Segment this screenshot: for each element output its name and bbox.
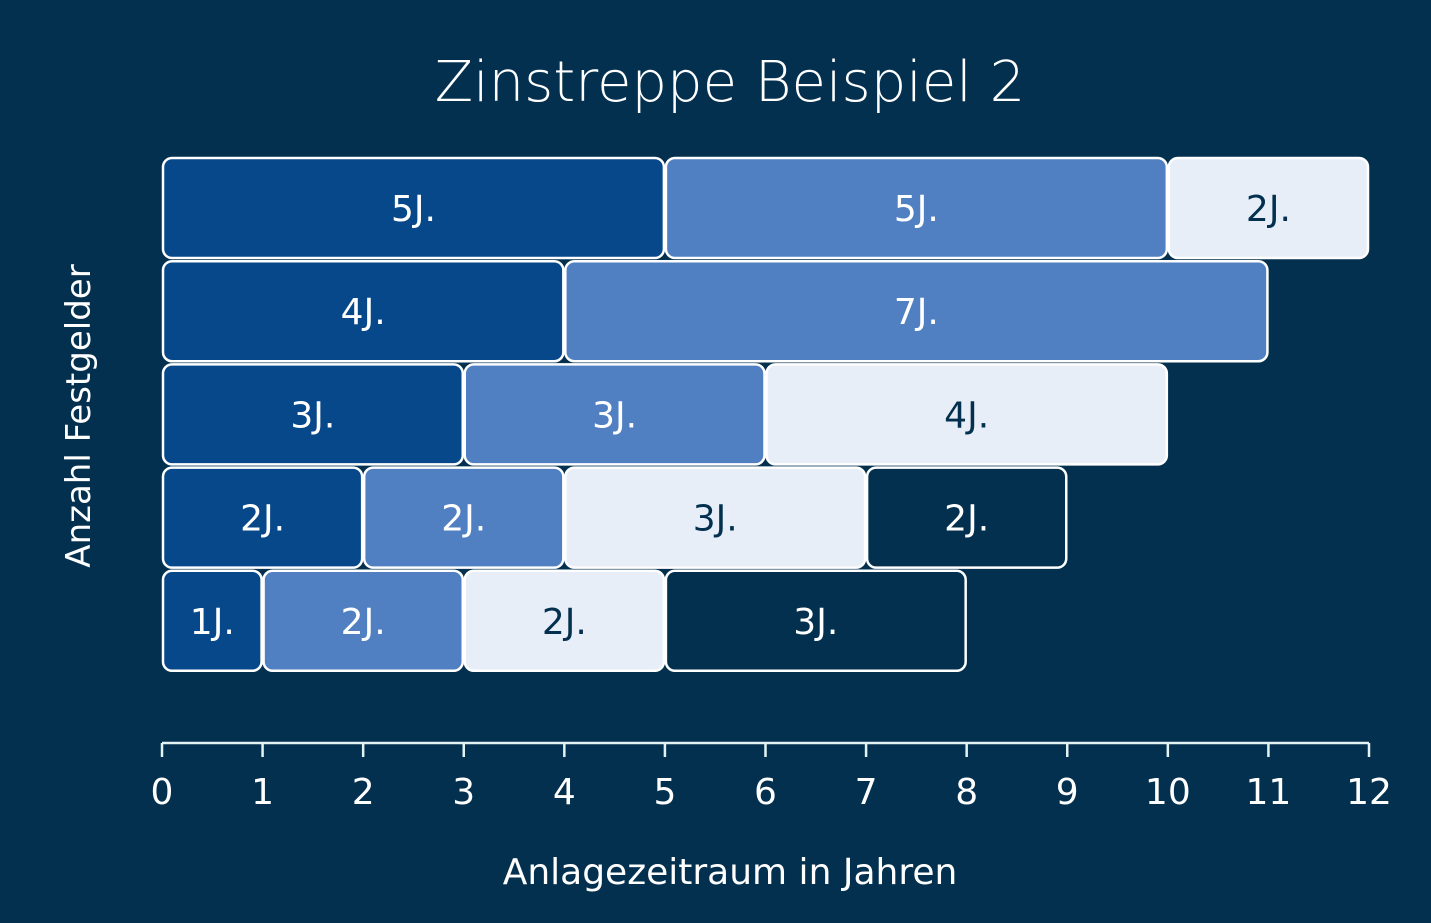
x-axis-label: Anlagezeitraum in Jahren [503,852,958,893]
bar [463,569,666,673]
bar-label: 2J. [944,499,989,540]
bar-label: 2J. [341,602,386,643]
bar-segment: 3J. [161,363,464,466]
bar-segment: 3J. [463,363,766,466]
x-tick-label: 12 [1346,772,1392,813]
bar-segment: 2J. [161,466,364,569]
x-tick-label: 5 [653,772,676,813]
y-axis-label: Anzahl Festgelder [59,264,99,567]
bar [564,466,867,569]
bar-label: 3J. [793,602,838,643]
bar [765,363,1169,466]
bar-segment: 2J. [262,569,465,673]
bar-segment: 5J. [664,156,1169,260]
bar [161,466,364,569]
bar [362,466,565,569]
bar-label: 2J. [441,499,486,540]
bar-label: 4J. [944,395,989,436]
bar-label: 3J. [290,395,335,436]
x-tick-label: 3 [452,772,475,813]
bar [564,259,1269,363]
bar-label: 2J. [542,602,587,643]
bar-segment: 2J. [1167,156,1370,260]
x-tick-label: 7 [855,772,878,813]
bar-segment: 2J. [463,569,666,673]
bar-segment: 5J. [161,156,666,260]
x-tick-label: 8 [955,772,978,813]
bars: 5J. 5J. 2J. 4J. 7J. 3J. 3J. 4J. 2J. 2J. 3J. 2J. 1J. 2… [161,156,1370,673]
bar [664,569,967,673]
x-tick-label: 2 [352,772,375,813]
bar-label: 4J. [341,292,386,333]
x-tick-label: 1 [251,772,274,813]
bar-label: 3J. [693,499,738,540]
bar-label: 2J. [1246,189,1291,230]
bar-segment: 3J. [664,569,967,673]
bar [1167,156,1370,260]
bar-label: 3J. [592,395,637,436]
x-tick-label: 9 [1056,772,1079,813]
bar-segment: 7J. [564,259,1269,363]
x-axis: 0 1 2 3 4 5 6 7 8 9 10 11 12 [151,741,1392,813]
bar-segment: 1J. [161,569,263,673]
bar [865,466,1068,569]
bar-segment: 3J. [564,466,867,569]
bar [161,156,666,260]
bar [161,259,565,363]
bar [664,156,1169,260]
x-tick-label: 10 [1145,772,1191,813]
bar-label: 5J. [894,189,939,230]
bar-segment: 4J. [765,363,1169,466]
x-tick-label: 11 [1246,772,1292,813]
x-tick-label: 6 [754,772,777,813]
bar-label: 5J. [391,189,436,230]
bar [463,363,766,466]
bar-label: 7J. [894,292,939,333]
bar-label: 2J. [240,499,285,540]
bar [262,569,465,673]
chart-title: Zinstreppe Beispiel 2 [435,50,1026,115]
x-tick-label: 4 [553,772,576,813]
bar-segment: 4J. [161,259,565,363]
bar-segment: 2J. [362,466,565,569]
bar-label: 1J. [190,602,235,643]
bar-segment: 2J. [865,466,1068,569]
x-tick-label: 0 [151,772,174,813]
bar [161,569,263,673]
bar [161,363,464,466]
